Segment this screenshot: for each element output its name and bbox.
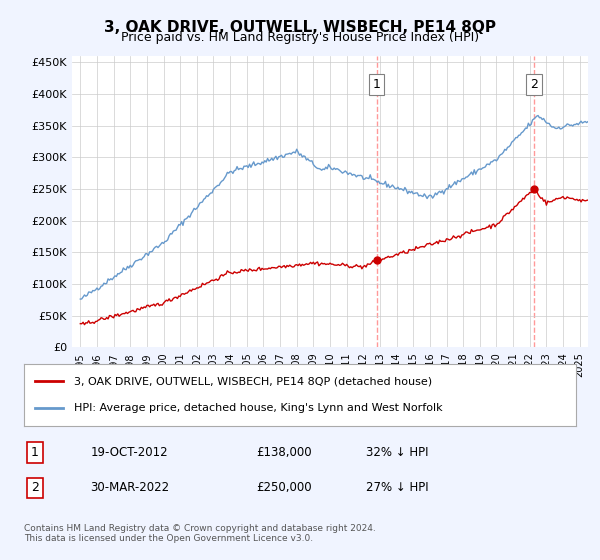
Text: 2: 2 <box>530 78 538 91</box>
Text: 30-MAR-2022: 30-MAR-2022 <box>90 481 169 494</box>
Text: HPI: Average price, detached house, King's Lynn and West Norfolk: HPI: Average price, detached house, King… <box>74 403 442 413</box>
Text: 3, OAK DRIVE, OUTWELL, WISBECH, PE14 8QP: 3, OAK DRIVE, OUTWELL, WISBECH, PE14 8QP <box>104 20 496 35</box>
Text: 3, OAK DRIVE, OUTWELL, WISBECH, PE14 8QP (detached house): 3, OAK DRIVE, OUTWELL, WISBECH, PE14 8QP… <box>74 376 432 386</box>
Text: 2: 2 <box>31 481 39 494</box>
Text: Contains HM Land Registry data © Crown copyright and database right 2024.
This d: Contains HM Land Registry data © Crown c… <box>24 524 376 543</box>
Text: 19-OCT-2012: 19-OCT-2012 <box>90 446 168 459</box>
Text: 27% ↓ HPI: 27% ↓ HPI <box>366 481 429 494</box>
Text: £138,000: £138,000 <box>256 446 311 459</box>
Text: 1: 1 <box>31 446 39 459</box>
Text: £250,000: £250,000 <box>256 481 311 494</box>
Text: 1: 1 <box>373 78 380 91</box>
Text: 32% ↓ HPI: 32% ↓ HPI <box>366 446 429 459</box>
Text: Price paid vs. HM Land Registry's House Price Index (HPI): Price paid vs. HM Land Registry's House … <box>121 31 479 44</box>
